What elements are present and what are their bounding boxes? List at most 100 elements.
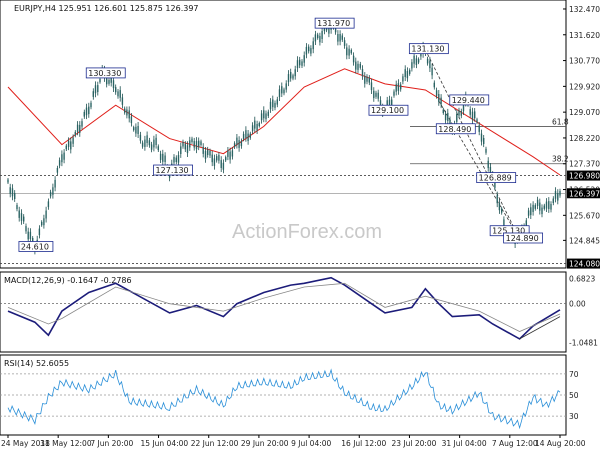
candle-body [554, 191, 557, 199]
candle-body [159, 153, 162, 160]
candle-body [536, 199, 539, 206]
candle-body [164, 155, 166, 162]
candle-body [283, 89, 285, 94]
candle-body [314, 34, 317, 42]
candle-body [278, 89, 281, 98]
price-tick-label: 125.670 [569, 211, 600, 220]
candle-body [498, 202, 501, 211]
time-tick-label: 31 May 12:00 [40, 439, 92, 448]
candle-body [200, 141, 202, 145]
price-tag-bg [567, 170, 600, 181]
candle-body [301, 61, 303, 66]
candle-body [162, 153, 164, 162]
candle-body [135, 126, 137, 134]
price-annotation: 131.130 [411, 45, 444, 54]
candle-body [97, 85, 99, 92]
candle-body [359, 63, 361, 68]
candle-body [56, 168, 59, 173]
candle-body [456, 113, 458, 122]
time-tick-label: 9 Jul 04:00 [291, 439, 331, 448]
candle-body [471, 111, 474, 120]
candle-body [150, 144, 153, 150]
price-annotation: 129.440 [452, 96, 485, 105]
candle-body [110, 75, 112, 83]
candle-body [225, 157, 227, 161]
macd-tick-label: -1.0481 [569, 339, 598, 348]
candle-body [386, 100, 388, 108]
candle-body [489, 166, 492, 175]
candle-body [88, 106, 90, 115]
price-tick-label: 129.920 [569, 82, 600, 91]
candle-body [350, 50, 352, 54]
candle-body [292, 75, 294, 79]
price-annotation: 131.970 [317, 19, 350, 28]
macd-panel: MACD(12,26,9) -0.1647 -0.2786 0.6823 0.00… [0, 271, 598, 353]
candle-body [222, 162, 225, 170]
candle-body [63, 152, 65, 160]
candle-body [175, 157, 177, 162]
candle-body [496, 195, 498, 204]
candle-body [180, 146, 182, 154]
candle-body [503, 219, 505, 226]
candle-body [525, 220, 527, 226]
candle-body [189, 140, 191, 148]
candle-body [153, 139, 155, 148]
price-annotation-box [449, 94, 490, 106]
candle-body [54, 179, 56, 188]
candle-body [474, 111, 476, 119]
candle-body [94, 85, 97, 94]
candle-body [47, 201, 50, 208]
candle-body [245, 130, 247, 138]
candle-body [296, 60, 299, 69]
candle-body [216, 156, 218, 161]
candle-body [379, 100, 382, 109]
candle-body [227, 150, 229, 157]
macd-tick-label: 0.6823 [569, 274, 595, 283]
candle-body [310, 48, 312, 54]
candle-body [411, 62, 413, 69]
candle-body [375, 92, 377, 97]
candle-body [130, 116, 133, 124]
candle-body [18, 210, 20, 218]
price-tag-bg [567, 188, 600, 199]
candle-body [415, 58, 418, 65]
candle-body [557, 193, 559, 201]
price-annotation-box [85, 67, 126, 79]
candle-body [137, 126, 139, 134]
candle-body [204, 150, 207, 159]
candle-body [460, 111, 462, 116]
candle-body [402, 76, 404, 82]
candle-body [397, 83, 400, 91]
rsi-axis: 70 50 30 [569, 370, 579, 421]
candle-body [115, 87, 117, 93]
macd-signal-line [7, 282, 561, 332]
candle-body [550, 204, 552, 210]
candle-body [478, 125, 480, 132]
candle-body [269, 101, 272, 110]
fib-label: 38.2 [552, 155, 569, 164]
candle-body [339, 34, 341, 42]
price-annotations: 24.610 130.330 127.130 131.970 129.100 131.13… [18, 17, 544, 252]
candle-body [236, 137, 238, 145]
candle-body [207, 149, 209, 155]
candle-body [157, 146, 159, 151]
candle-body [355, 61, 357, 70]
candle-body [429, 60, 431, 69]
price-tag: 126.397 [569, 189, 600, 198]
candle-body [458, 110, 460, 116]
time-tick-label: 15 Jun 04:00 [141, 439, 189, 448]
candle-body [141, 142, 144, 147]
candle-body [220, 160, 222, 168]
candle-body [552, 198, 554, 203]
candle-body [79, 125, 81, 133]
candle-body [233, 143, 236, 148]
candle-body [352, 55, 355, 63]
candle-body [213, 158, 216, 166]
price-tick-label: 129.070 [569, 108, 600, 117]
candle-body [242, 133, 245, 139]
candle-body [32, 238, 34, 242]
candle-body [334, 27, 337, 33]
candle-body [85, 107, 88, 116]
